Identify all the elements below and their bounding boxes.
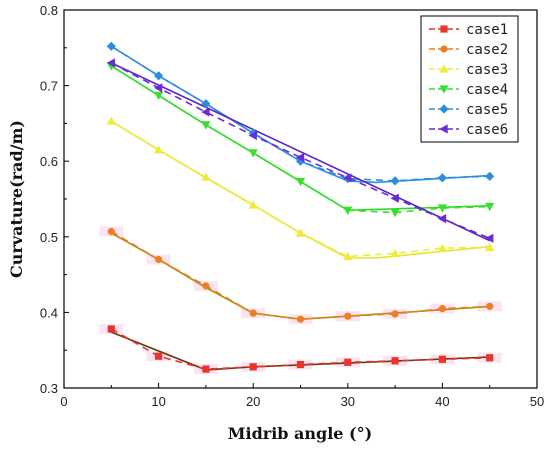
legend-label-case1: case1 [466,22,508,38]
y-tick-label: 0.3 [40,381,58,396]
legend-label-case2: case2 [466,42,508,58]
data-point-case2 [107,227,115,236]
axis-ticks: 0 10 20 30 40 50 0.3 0.4 0.5 0.6 0.7 0.8 [40,3,544,409]
data-point-case1 [202,365,210,373]
y-tick-label: 0.8 [40,3,58,18]
data-point-case5 [201,99,211,109]
data-point-case3 [437,243,447,252]
data-point-case3 [485,242,495,252]
data-point-case4 [248,149,258,158]
data-point-case6 [106,58,115,68]
data-point-case1 [155,352,163,360]
legend-label-case5: case5 [466,102,508,118]
data-point-case3 [295,228,306,237]
data-point-case5 [106,41,116,51]
data-point-case1 [486,354,494,362]
data-point-case3 [343,251,353,261]
legend-marker-case5 [439,104,449,114]
x-tick-label: 50 [530,394,544,409]
data-point-case2 [155,255,163,264]
data-point-case6 [485,233,494,243]
y-tick-label: 0.6 [40,154,58,169]
legend-marker-case4 [439,85,449,94]
y-tick-label: 0.7 [40,79,58,94]
data-point-case4 [343,206,353,215]
legend-marker-case1 [440,25,448,33]
data-point-case3 [201,172,211,181]
series-line-case6 [110,62,491,240]
legend-label-case3: case3 [466,62,508,78]
data-point-case5 [485,171,495,181]
data-point-case2 [486,302,494,310]
data-point-case5 [154,71,164,81]
data-point-case2 [344,312,352,320]
legend-marker-case2 [440,45,448,53]
x-tick-label: 40 [435,394,449,409]
legend: case1 case2 case3 case4 case5 case6 [420,15,519,143]
x-tick-label: 20 [246,394,260,409]
data-point-case6 [201,107,210,117]
series-markers [106,41,495,373]
data-point-case4 [437,204,447,213]
legend-marker-case6 [439,124,448,134]
data-point-case3 [154,145,164,154]
data-point-case2 [249,309,257,317]
x-tick-label: 10 [151,394,165,409]
data-point-case3 [390,248,400,258]
data-point-case1 [107,325,115,333]
data-point-case6 [295,152,305,163]
data-point-case1 [391,357,399,365]
data-point-case3 [248,200,258,209]
data-point-case4 [154,91,164,101]
y-tick-label: 0.5 [40,230,58,245]
data-point-case4 [485,202,495,212]
data-point-case2 [391,310,399,318]
fit-line-case6 [110,62,491,242]
data-point-case5 [390,176,400,186]
data-point-case4 [390,208,400,218]
data-point-case1 [249,363,257,371]
data-point-case1 [296,360,305,369]
data-point-case2 [296,315,305,323]
legend-label-case6: case6 [466,122,508,138]
data-point-case2 [202,282,210,290]
data-point-case5 [437,173,447,183]
data-point-case1 [438,355,446,363]
data-point-case4 [295,177,306,187]
data-point-case6 [343,173,352,183]
legend-marker-case3 [439,64,449,73]
data-point-case3 [106,116,116,125]
data-point-case6 [390,193,399,203]
legend-label-case4: case4 [466,82,508,98]
data-point-case1 [344,358,352,366]
y-tick-label: 0.4 [40,305,58,320]
data-point-case6 [248,130,257,141]
x-axis-title: Midrib angle (°) [228,424,372,443]
data-point-case6 [154,83,163,93]
series-line-case2 [110,230,490,321]
x-tick-label: 0 [60,394,67,409]
data-point-case4 [201,121,211,130]
y-axis-title: Curvature(rad/m) [7,120,26,278]
data-point-case6 [437,214,447,224]
data-point-case2 [438,305,446,313]
legend-box [420,15,519,143]
x-tick-label: 30 [341,394,355,409]
